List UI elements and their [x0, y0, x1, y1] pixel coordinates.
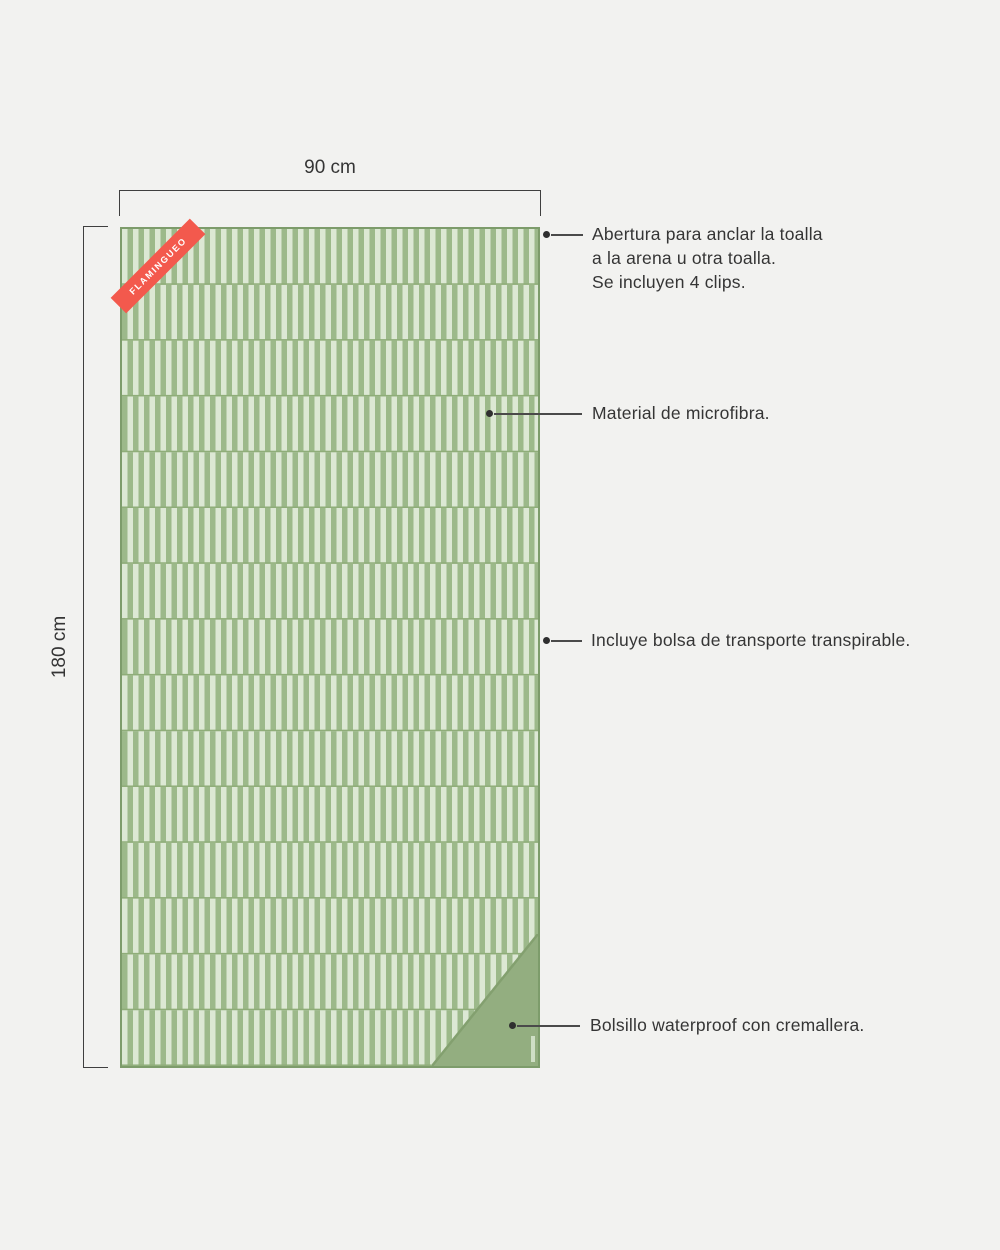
towel-stripe-pattern	[122, 229, 538, 1066]
pocket-fold-edge	[432, 934, 538, 1066]
zipper-tab	[531, 1036, 535, 1062]
callout-dot-waterproof-pocket	[509, 1022, 516, 1029]
callout-line-anchor-clips	[551, 234, 583, 236]
height-dimension-bracket	[83, 226, 108, 1068]
width-dimension-label: 90 cm	[304, 157, 356, 178]
callout-line-waterproof-pocket	[517, 1025, 580, 1027]
height-dimension-label: 180 cm	[49, 615, 70, 679]
width-dimension-bracket	[119, 190, 541, 216]
annotation-material: Material de microfibra.	[592, 403, 770, 423]
annotation-transport-bag: Incluye bolsa de transporte transpirable…	[591, 630, 911, 650]
callout-dot-anchor-clips	[543, 231, 550, 238]
callout-line-transport-bag	[551, 640, 582, 642]
annotation-waterproof-pocket: Bolsillo waterproof con cremallera.	[590, 1015, 865, 1035]
callout-line-material	[494, 413, 582, 415]
waterproof-pocket	[432, 934, 538, 1066]
callout-dot-material	[486, 410, 493, 417]
towel-illustration: FLAMINGUEO	[110, 218, 540, 1068]
callout-dot-transport-bag	[543, 637, 550, 644]
annotation-anchor-clips: Abertura para anclar la toalla a la aren…	[592, 224, 823, 292]
